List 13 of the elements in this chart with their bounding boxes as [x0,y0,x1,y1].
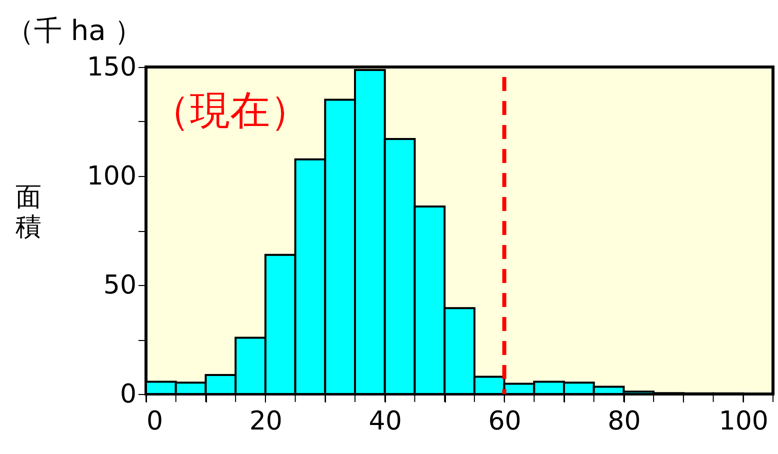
x-tick-label: 100 [718,406,768,436]
chart-title: （千 ha ） [6,14,143,47]
x-tick-label: 60 [488,406,522,436]
y-tick-label: 50 [103,270,136,300]
y-axis-title: 面積 [16,182,42,242]
x-tick-label: 0 [146,406,164,436]
annotation: （現在） [150,88,310,134]
x-tick-label: 40 [368,406,402,436]
y-tick-label: 0 [120,380,136,410]
y-tick-label: 100 [86,162,136,192]
y-tick-label: 150 [86,52,136,82]
x-tick-label: 20 [249,406,282,436]
x-tick-label: 80 [608,406,641,436]
